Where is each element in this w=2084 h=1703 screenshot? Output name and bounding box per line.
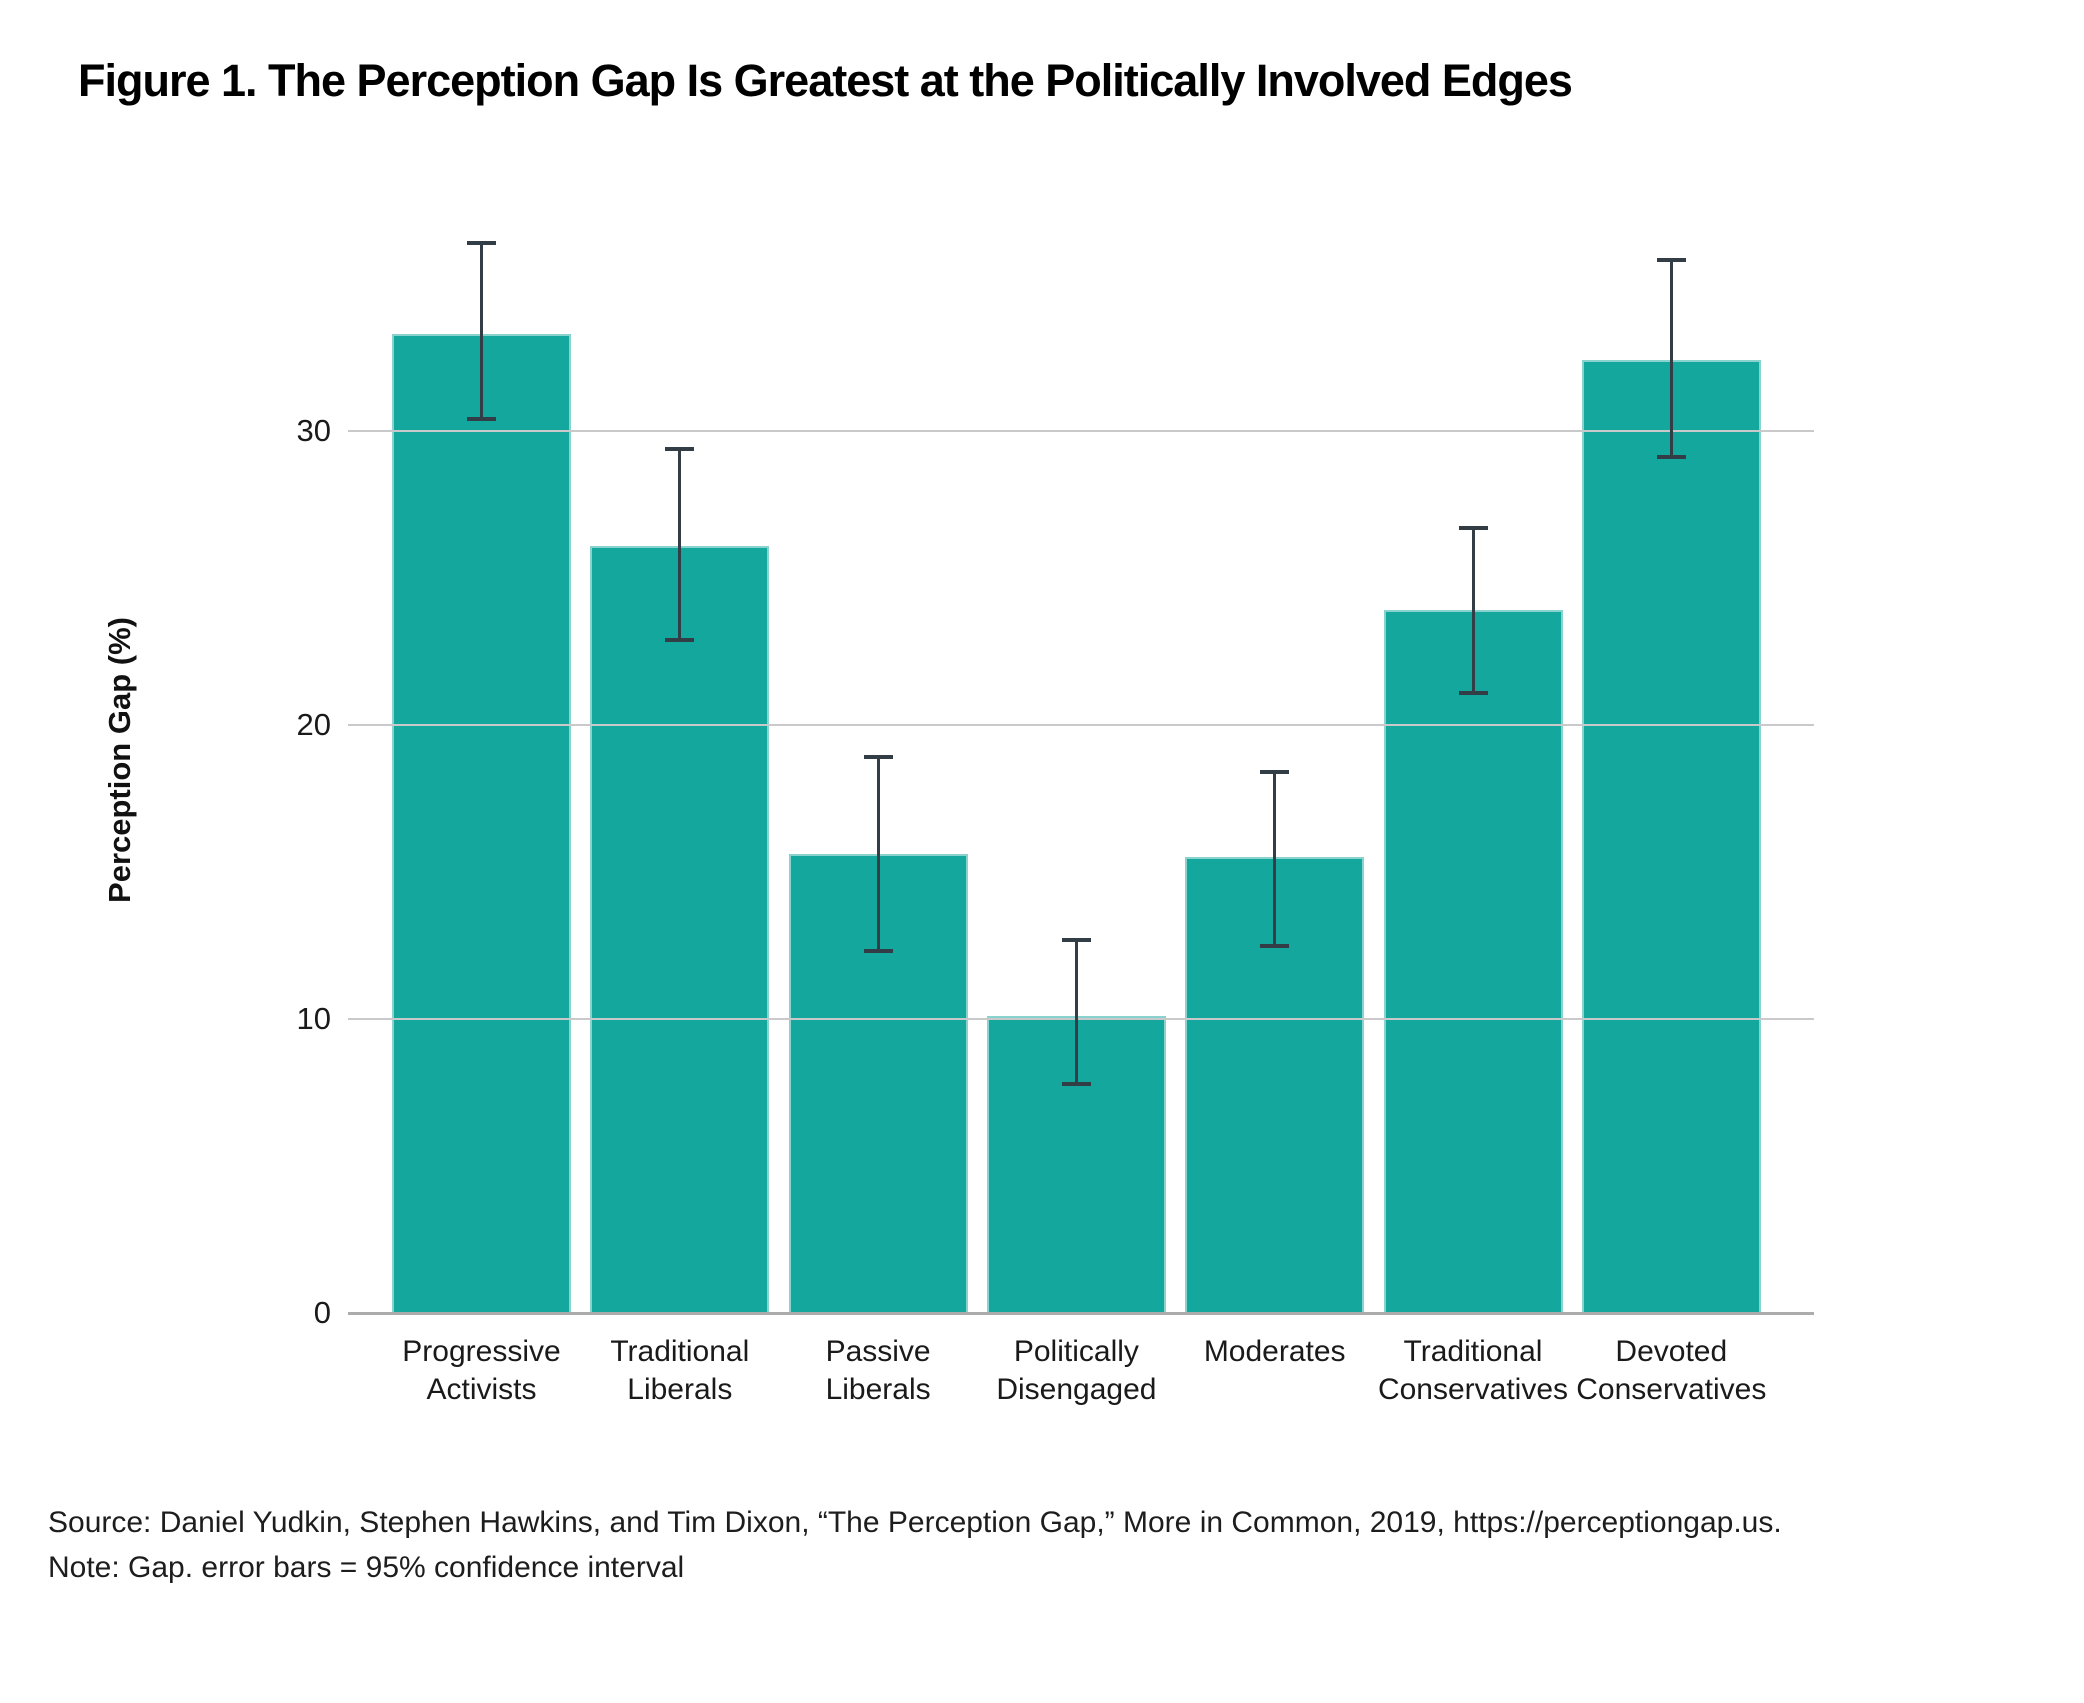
bar-7 (1581, 360, 1761, 1313)
x-category-label-line: Politically (1013, 1335, 1139, 1368)
note-text: Note: Gap. error bars = 95% confidence i… (48, 1551, 685, 1584)
y-tick-label-20: 20 (296, 707, 331, 742)
error-bar-cap-top-7 (1656, 258, 1686, 263)
x-category-label-line: Activists (426, 1373, 537, 1406)
x-category-label-line: Disengaged (996, 1373, 1157, 1406)
gridline-20 (348, 724, 1814, 726)
x-category-label-5: Moderates (1145, 1333, 1405, 1371)
x-category-label-line: Progressive (402, 1335, 561, 1368)
error-bar-cap-top-1 (467, 240, 496, 245)
x-category-label-line: Devoted (1615, 1335, 1728, 1368)
error-bar-cap-top-6 (1458, 526, 1488, 531)
x-category-label-3: Passive Liberals (748, 1333, 1008, 1409)
bar-2 (590, 545, 770, 1313)
error-bar-line-5 (1273, 772, 1277, 946)
figure-footer: Source: Daniel Yudkin, Stephen Hawkins, … (48, 1500, 1782, 1590)
figure-title: Figure 1. The Perception Gap Is Greatest… (78, 55, 1573, 106)
error-bar-cap-bottom-2 (665, 637, 695, 642)
error-bar-cap-top-4 (1061, 937, 1091, 942)
error-bar-line-1 (480, 242, 483, 420)
error-bar-cap-bottom-5 (1260, 943, 1290, 948)
x-category-label-1: Progressive Activists (352, 1333, 612, 1409)
error-bar-line-3 (876, 757, 880, 952)
error-bar-line-6 (1471, 528, 1475, 693)
bar-1 (392, 333, 571, 1313)
error-bar-cap-bottom-1 (467, 417, 496, 422)
plot-area: 0 10 20 30 Progressive Activists Traditional Li… (297, 170, 1814, 1406)
y-tick-label-10: 10 (296, 1001, 331, 1036)
error-bar-cap-top-3 (863, 755, 893, 760)
y-tick-label-30: 30 (296, 413, 331, 448)
x-category-label-line: Liberals (627, 1373, 733, 1406)
bar-6 (1383, 610, 1563, 1313)
error-bar-cap-bottom-3 (863, 949, 893, 954)
error-bar-cap-top-5 (1260, 770, 1290, 775)
x-category-label-4: Politically Disengaged (946, 1333, 1206, 1409)
error-bar-line-2 (678, 448, 682, 640)
x-category-label-line: Conservatives (1576, 1373, 1767, 1406)
gridline-10 (348, 1018, 1814, 1020)
x-category-label-line: Passive (825, 1335, 931, 1368)
x-category-label-7: Devoted Conservatives (1541, 1333, 1801, 1409)
x-category-label-line: Conservatives (1377, 1373, 1569, 1406)
x-category-label-2: Traditional Liberals (550, 1333, 810, 1409)
x-category-label-line: Traditional (610, 1335, 750, 1368)
x-category-label-6: Traditional Conservatives (1343, 1333, 1603, 1409)
x-category-label-line: Liberals (825, 1373, 931, 1406)
y-tick-label-0: 0 (313, 1295, 331, 1330)
error-bar-cap-bottom-4 (1061, 1081, 1091, 1086)
error-bar-line-7 (1669, 260, 1673, 458)
x-category-label-line: Moderates (1203, 1335, 1346, 1368)
error-bar-line-4 (1074, 939, 1078, 1084)
x-axis-line (348, 1311, 1814, 1315)
error-bar-cap-bottom-7 (1656, 455, 1686, 460)
y-axis-title: Perception Gap (%) (102, 617, 137, 903)
gridline-30 (348, 430, 1814, 432)
error-bar-cap-bottom-6 (1458, 690, 1488, 695)
error-bar-cap-top-2 (665, 446, 695, 451)
x-category-label-line: Traditional (1403, 1335, 1543, 1368)
source-text: Source: Daniel Yudkin, Stephen Hawkins, … (48, 1506, 1782, 1539)
